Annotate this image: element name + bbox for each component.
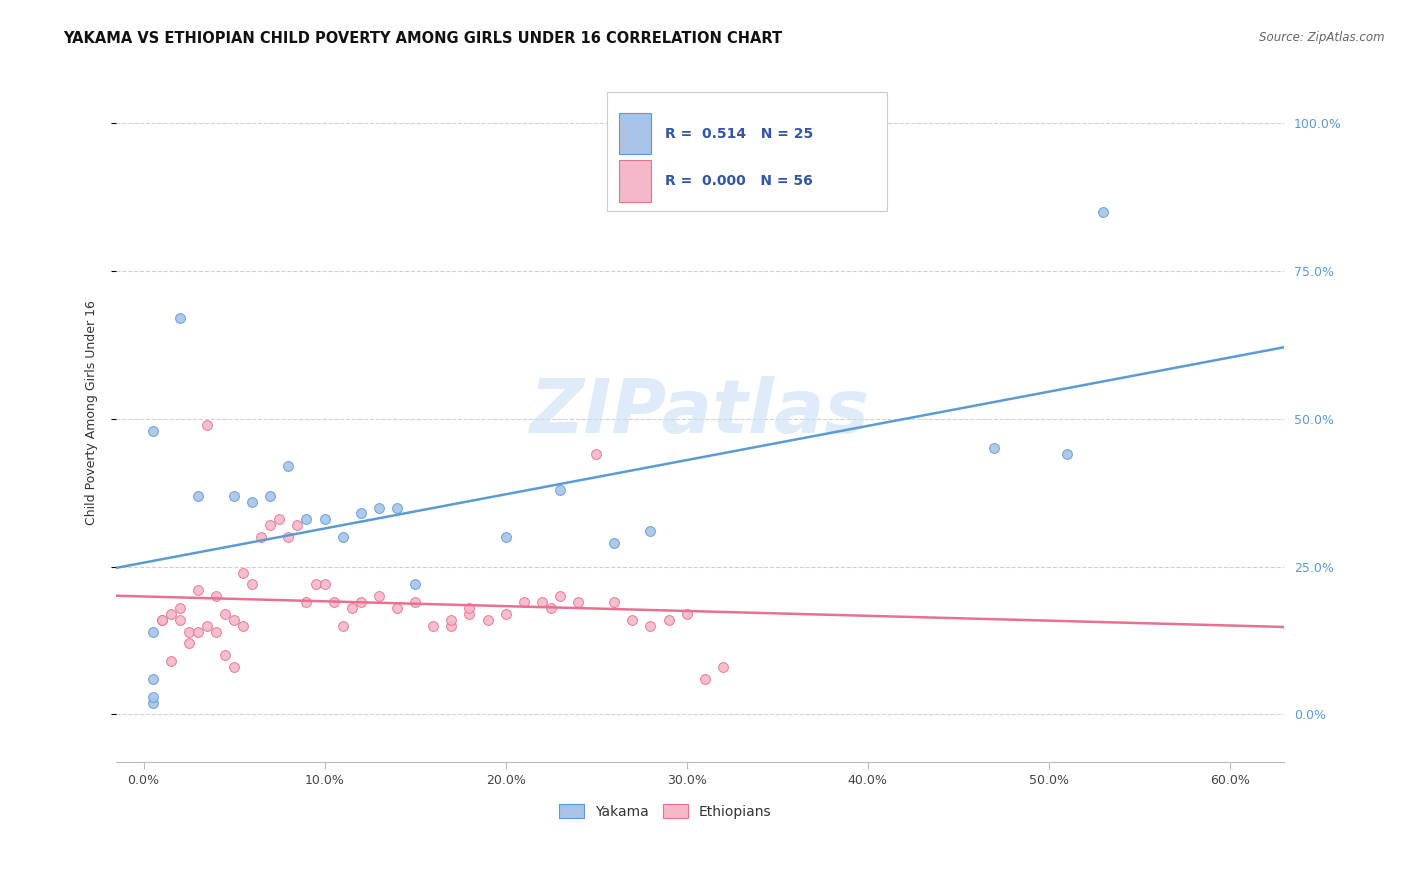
Point — [983, 442, 1005, 456]
Point — [142, 424, 165, 438]
Point — [422, 619, 444, 633]
Point — [142, 672, 165, 686]
Point — [603, 536, 626, 550]
Point — [169, 311, 191, 326]
Point — [269, 512, 291, 526]
Point — [477, 613, 499, 627]
Point — [205, 624, 228, 639]
Point — [640, 619, 662, 633]
Text: R =  0.000   N = 56: R = 0.000 N = 56 — [665, 174, 813, 188]
Point — [240, 494, 263, 508]
Point — [314, 512, 336, 526]
Point — [177, 636, 200, 650]
Point — [548, 483, 571, 497]
FancyBboxPatch shape — [619, 160, 651, 202]
FancyBboxPatch shape — [607, 92, 887, 211]
Point — [530, 595, 553, 609]
Point — [295, 512, 318, 526]
Point — [440, 619, 463, 633]
Point — [567, 595, 589, 609]
Point — [658, 613, 681, 627]
Text: YAKAMA VS ETHIOPIAN CHILD POVERTY AMONG GIRLS UNDER 16 CORRELATION CHART: YAKAMA VS ETHIOPIAN CHILD POVERTY AMONG … — [63, 31, 782, 46]
Point — [177, 624, 200, 639]
Point — [495, 530, 517, 544]
Point — [142, 624, 165, 639]
FancyBboxPatch shape — [619, 112, 651, 154]
Point — [385, 500, 408, 515]
Point — [304, 577, 326, 591]
Point — [159, 607, 181, 621]
Point — [1056, 447, 1078, 461]
Point — [277, 530, 299, 544]
Point — [640, 524, 662, 538]
Point — [187, 624, 209, 639]
Text: R =  0.514   N = 25: R = 0.514 N = 25 — [665, 127, 814, 141]
Point — [159, 654, 181, 668]
Point — [222, 660, 245, 674]
Point — [621, 613, 644, 627]
Point — [259, 489, 281, 503]
Point — [277, 459, 299, 474]
Point — [314, 577, 336, 591]
Point — [287, 518, 309, 533]
Point — [214, 607, 236, 621]
Point — [711, 660, 734, 674]
Point — [440, 613, 463, 627]
Point — [404, 595, 426, 609]
Point — [322, 595, 344, 609]
Point — [332, 530, 354, 544]
Point — [404, 577, 426, 591]
Point — [169, 601, 191, 615]
Point — [214, 648, 236, 663]
Point — [332, 619, 354, 633]
Point — [195, 417, 218, 432]
Text: ZIPatlas: ZIPatlas — [530, 376, 870, 450]
Point — [250, 530, 273, 544]
Point — [385, 601, 408, 615]
Point — [232, 619, 254, 633]
Point — [367, 589, 389, 603]
Point — [1092, 205, 1115, 219]
Point — [340, 601, 363, 615]
Point — [513, 595, 536, 609]
Text: Source: ZipAtlas.com: Source: ZipAtlas.com — [1260, 31, 1385, 45]
Point — [458, 601, 481, 615]
Point — [458, 607, 481, 621]
Point — [350, 595, 373, 609]
Point — [295, 595, 318, 609]
Point — [240, 577, 263, 591]
Point — [169, 613, 191, 627]
Point — [205, 589, 228, 603]
Point — [495, 607, 517, 621]
Point — [350, 507, 373, 521]
Point — [367, 500, 389, 515]
Y-axis label: Child Poverty Among Girls Under 16: Child Poverty Among Girls Under 16 — [86, 301, 98, 525]
Point — [540, 601, 562, 615]
Legend: Yakama, Ethiopians: Yakama, Ethiopians — [554, 798, 778, 824]
Point — [603, 595, 626, 609]
Point — [195, 619, 218, 633]
Point — [150, 613, 173, 627]
Point — [222, 613, 245, 627]
Point — [142, 690, 165, 704]
Point — [232, 566, 254, 580]
Point — [187, 583, 209, 598]
Point — [585, 447, 607, 461]
Point — [675, 607, 697, 621]
Point — [150, 613, 173, 627]
Point — [222, 489, 245, 503]
Point — [548, 589, 571, 603]
Point — [259, 518, 281, 533]
Point — [693, 672, 716, 686]
Point — [187, 489, 209, 503]
Point — [142, 696, 165, 710]
